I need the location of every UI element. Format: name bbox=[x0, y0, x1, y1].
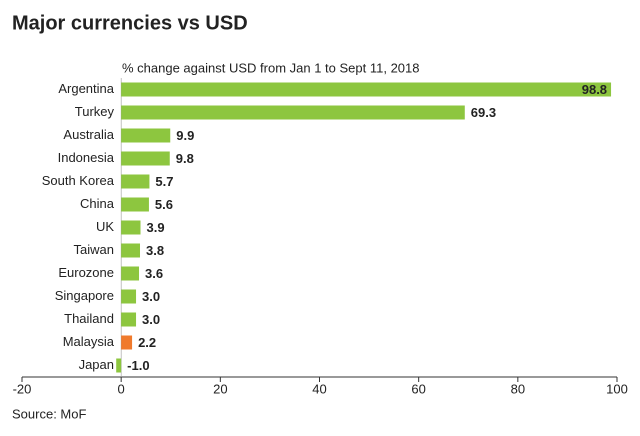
bar bbox=[116, 358, 122, 373]
y-tick-label: Singapore bbox=[55, 288, 114, 303]
bar bbox=[121, 174, 150, 189]
y-tick-label: Turkey bbox=[75, 104, 115, 119]
value-label: 3.0 bbox=[142, 312, 160, 327]
y-tick-label: China bbox=[80, 196, 115, 211]
x-tick-label: 60 bbox=[411, 381, 425, 396]
bar bbox=[121, 266, 140, 281]
value-label: 5.7 bbox=[155, 174, 173, 189]
y-tick-label: Malaysia bbox=[63, 334, 115, 349]
y-tick-label: Taiwan bbox=[74, 242, 114, 257]
value-label: 69.3 bbox=[471, 105, 496, 120]
bar bbox=[121, 220, 141, 235]
y-tick-label: Eurozone bbox=[58, 265, 114, 280]
chart-title: Major currencies vs USD bbox=[12, 12, 248, 34]
y-tick-label: Indonesia bbox=[58, 150, 115, 165]
bar bbox=[121, 151, 170, 166]
y-tick-label: Australia bbox=[63, 127, 114, 142]
y-tick-label: Argentina bbox=[58, 81, 114, 96]
y-tick-label: Japan bbox=[79, 357, 114, 372]
bar bbox=[121, 105, 465, 120]
value-label: 3.0 bbox=[142, 289, 160, 304]
value-label: 9.8 bbox=[176, 151, 194, 166]
bar bbox=[121, 335, 133, 350]
x-tick-label: 80 bbox=[511, 381, 525, 396]
y-tick-label: South Korea bbox=[42, 173, 115, 188]
chart-subtitle: % change against USD from Jan 1 to Sept … bbox=[122, 60, 420, 75]
y-tick-label: Thailand bbox=[64, 311, 114, 326]
value-label: 98.8 bbox=[582, 82, 607, 97]
value-label: 2.2 bbox=[138, 335, 156, 350]
bar bbox=[121, 243, 141, 258]
x-tick-label: 100 bbox=[606, 381, 628, 396]
value-label: -1.0 bbox=[127, 358, 149, 373]
value-label: 5.6 bbox=[155, 197, 173, 212]
value-label: 3.8 bbox=[146, 243, 164, 258]
bar bbox=[121, 289, 137, 304]
x-tick-label: -20 bbox=[13, 381, 32, 396]
bar bbox=[121, 128, 171, 143]
x-tick-label: 0 bbox=[118, 381, 125, 396]
x-tick-label: 20 bbox=[213, 381, 227, 396]
x-tick-label: 40 bbox=[312, 381, 326, 396]
y-tick-label: UK bbox=[96, 219, 114, 234]
value-label: 9.9 bbox=[176, 128, 194, 143]
source: Source: MoF bbox=[12, 406, 86, 421]
bar bbox=[121, 312, 137, 327]
value-label: 3.9 bbox=[147, 220, 165, 235]
value-label: 3.6 bbox=[145, 266, 163, 281]
bar bbox=[121, 197, 149, 212]
bar bbox=[121, 82, 612, 97]
